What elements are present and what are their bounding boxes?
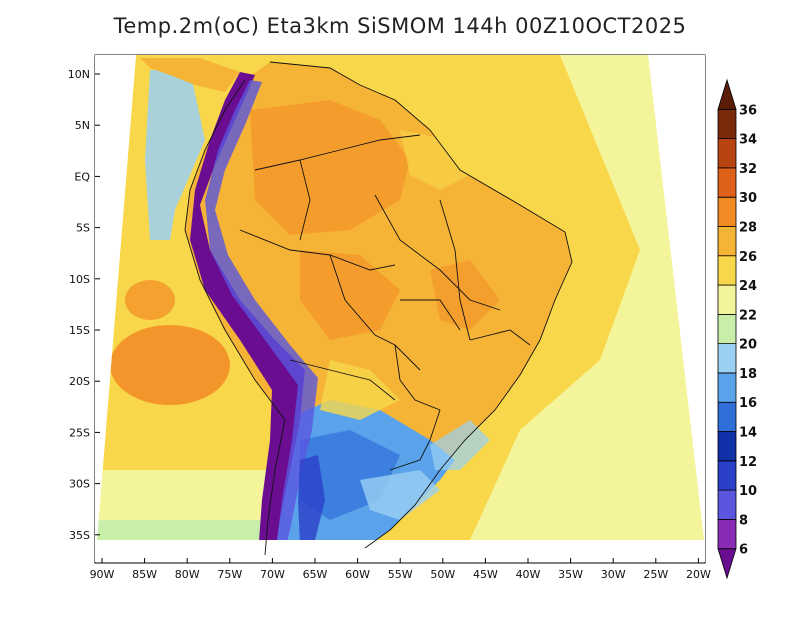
atlantic-cool-band [470,55,704,540]
colorbar-label: 6 [739,543,748,558]
coastline-east [269,61,573,549]
colorbar-label: 34 [739,133,757,148]
colorbar-label: 18 [739,367,757,382]
temperature-field [97,55,704,540]
colorbar-label: 16 [739,396,757,411]
longitude-axis: 90W 85W 80W 75W 70W 65W 60W 55W 50W 45W 40W 35W 30W 2… [90,558,711,581]
lon-tick-label: 90W [90,568,115,581]
colorbar-segment [717,460,737,491]
state-border-4 [400,299,461,331]
latitude-axis: 10N 5N EQ 5S 10S 15S 20S 25S 30S 35S [68,68,100,542]
lon-tick-label: 20W [686,568,711,581]
border-paraguay [394,344,441,411]
lon-tick-label: 50W [430,568,455,581]
lon-tick-label: 85W [132,568,157,581]
lat-tick-label: 15S [69,324,90,337]
patagonia-cold [298,455,325,540]
colorbar-segment [717,489,737,520]
colorbar-segment [717,519,737,550]
colorbar-segment [717,401,737,432]
state-border-2 [439,199,471,341]
colorbar-label: 8 [739,513,748,528]
lon-tick-label: 35W [558,568,583,581]
lat-tick-label: 20S [69,375,90,388]
pacific-warm-patch [110,325,230,405]
state-border-1 [374,194,501,311]
lon-tick-label: 70W [260,568,285,581]
map-title: Temp.2m(oC) Eta3km SiSMOM 144h 00Z10OCT2… [113,14,687,38]
colorbar-segment [717,284,737,315]
state-border-3 [469,329,531,346]
colorbar-label: 36 [739,103,757,118]
colorbar-segment [717,167,737,198]
border-north [254,134,421,171]
colorbar-label: 22 [739,308,757,323]
lat-tick-label: 10N [68,68,90,81]
colorbar-label: 32 [739,162,757,177]
domain-mask-right [648,55,705,540]
pacific-warm-patch-2 [125,280,175,320]
border-argentina-brazil [389,409,441,471]
colorbar-segment [717,343,737,374]
colorbar-segment [717,548,737,580]
atlantic-shelf-cool [430,420,490,470]
colorbar: 6 8 10 12 14 16 18 20 22 24 26 28 30 32 34 36 [717,78,757,580]
colorbar-segment [717,196,737,227]
colorbar-label: 10 [739,484,757,499]
lat-tick-label: EQ [74,170,90,183]
colorbar-label: 26 [739,250,757,265]
colorbar-segment [717,313,737,345]
lon-tick-label: 65W [303,568,328,581]
state-border-5 [299,159,311,241]
lat-tick-label: 30S [69,478,90,491]
colorbar-segment [717,108,737,139]
lon-tick-label: 60W [345,568,370,581]
colorbar-segment [717,226,737,257]
central-america-land [140,58,240,92]
lon-tick-label: 80W [175,568,200,581]
chaco-warm-zone [320,360,400,420]
lat-tick-label: 5S [76,222,90,235]
domain-mask-bottom [95,540,705,562]
lat-tick-label: 25S [69,426,90,439]
central-hot-zone [300,250,400,340]
colorbar-label: 30 [739,191,757,206]
lat-tick-label: 10S [69,273,90,286]
lon-tick-label: 25W [643,568,668,581]
north-warm-zone [400,130,470,190]
colorbar-label: 14 [739,426,757,441]
country-borders [184,61,573,556]
colorbar-label: 20 [739,338,757,353]
lat-tick-label: 35S [69,529,90,542]
lon-tick-label: 40W [516,568,541,581]
lon-tick-label: 30W [601,568,626,581]
border-chile-argentina-north [289,359,396,401]
colorbar-label: 24 [739,279,757,294]
andes-slope [205,80,318,540]
colorbar-label: 28 [739,220,757,235]
lon-tick-label: 45W [473,568,498,581]
domain-mask-left [95,55,136,540]
south-pacific-cooler [97,520,300,540]
uruguay-zone [360,470,440,520]
colorbar-segment [717,372,737,403]
coastline-west [184,79,286,556]
lon-tick-label: 75W [217,568,242,581]
amazon-hot-zone [250,100,410,235]
pacific-cool-strip [145,70,205,240]
colorbar-segment [717,431,737,462]
border-bolivia [329,254,421,371]
colorbar-segment [717,255,737,286]
colorbar-segment [717,138,737,169]
colorbar-label: 12 [739,455,757,470]
colorbar-segment [717,78,737,110]
lon-tick-label: 55W [388,568,413,581]
lat-tick-label: 5N [75,119,90,132]
